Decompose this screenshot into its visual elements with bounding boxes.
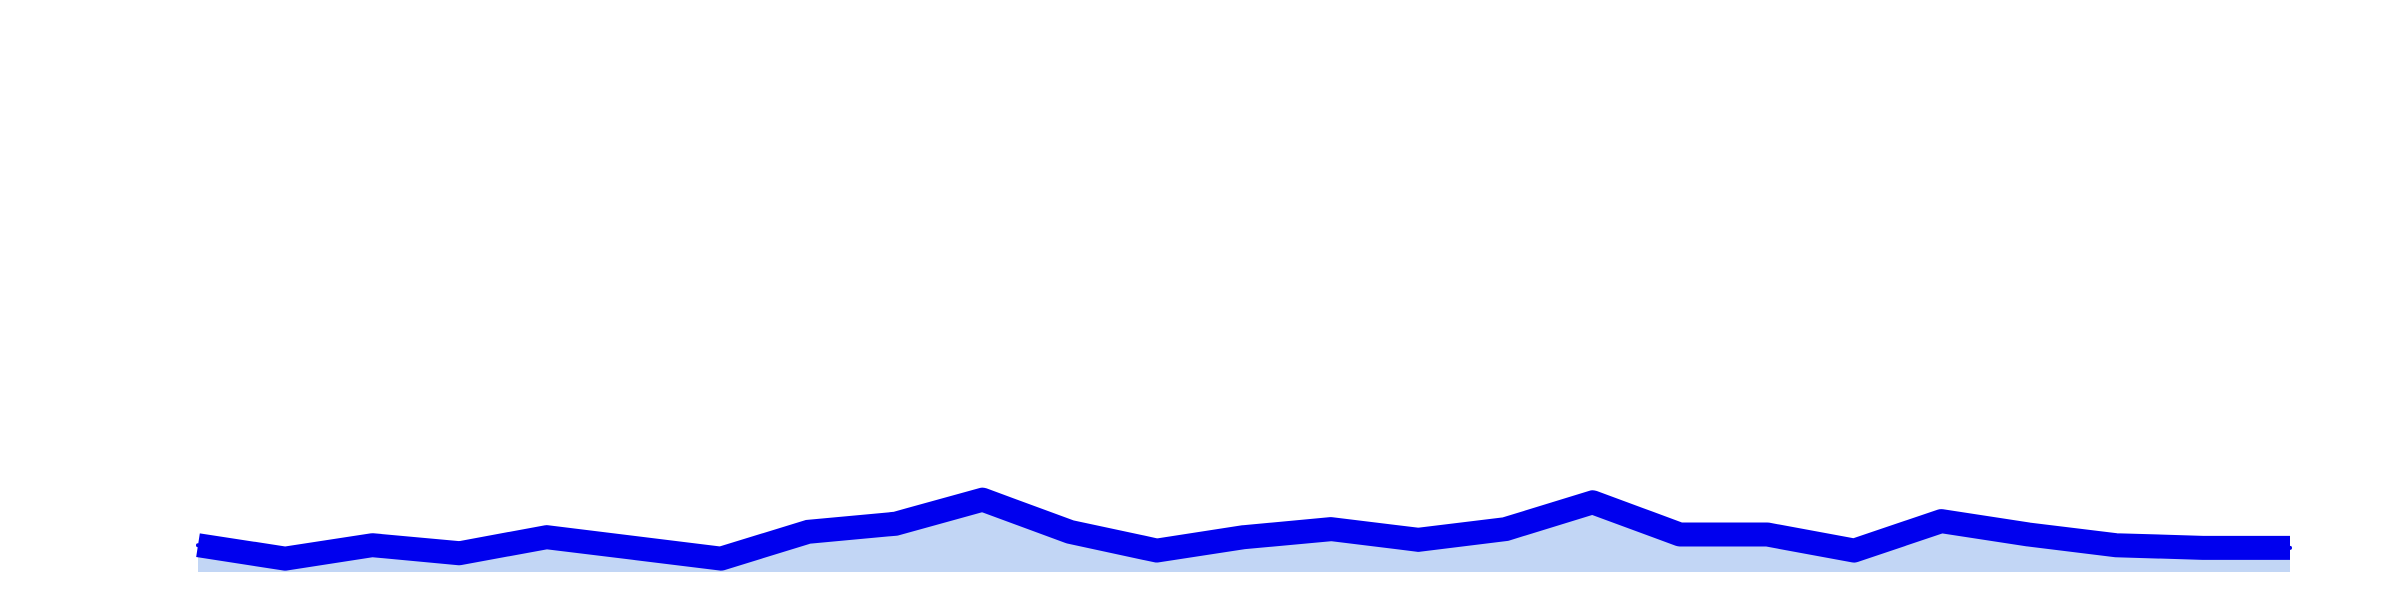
data-point <box>2113 543 2118 548</box>
data-point <box>1503 527 1508 532</box>
point-layer <box>196 497 2292 561</box>
area-fill-series-0 <box>198 499 2290 572</box>
data-point <box>980 497 985 502</box>
data-point <box>806 529 811 534</box>
data-point <box>1765 532 1769 537</box>
data-point <box>1329 527 1334 532</box>
data-point <box>1067 529 1072 534</box>
data-point <box>1154 548 1159 553</box>
data-point <box>1677 532 1682 537</box>
data-point <box>1590 500 1595 505</box>
data-point <box>1852 548 1857 553</box>
data-point <box>719 556 723 561</box>
data-point <box>283 556 288 561</box>
area-layer <box>198 499 2290 572</box>
data-point <box>196 543 200 548</box>
data-point <box>1242 535 1246 540</box>
data-point <box>2200 545 2205 550</box>
data-point <box>370 543 375 548</box>
data-point <box>544 535 549 540</box>
data-point <box>631 545 636 550</box>
data-point <box>457 551 462 556</box>
data-point <box>1416 537 1421 542</box>
data-point <box>1939 519 1944 524</box>
data-point <box>2288 545 2292 550</box>
data-point <box>893 521 898 526</box>
data-point <box>2026 532 2031 537</box>
